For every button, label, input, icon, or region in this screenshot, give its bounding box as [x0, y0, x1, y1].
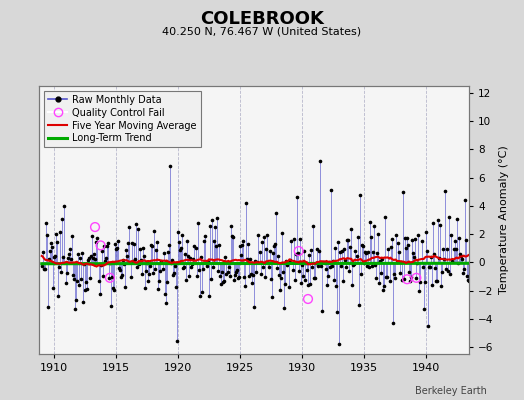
Legend: Raw Monthly Data, Quality Control Fail, Five Year Moving Average, Long-Term Tren: Raw Monthly Data, Quality Control Fail, …: [44, 91, 201, 147]
Point: [294, 248, 303, 254]
Point: [96, 242, 105, 248]
Text: COLEBROOK: COLEBROOK: [200, 10, 324, 28]
Y-axis label: Temperature Anomaly (°C): Temperature Anomaly (°C): [499, 146, 509, 294]
Text: 40.250 N, 76.467 W (United States): 40.250 N, 76.467 W (United States): [162, 26, 362, 36]
Point: [403, 276, 411, 282]
Point: [304, 296, 312, 302]
Point: [91, 224, 99, 230]
Point: [412, 275, 421, 281]
Point: [106, 275, 114, 281]
Text: Berkeley Earth: Berkeley Earth: [416, 386, 487, 396]
